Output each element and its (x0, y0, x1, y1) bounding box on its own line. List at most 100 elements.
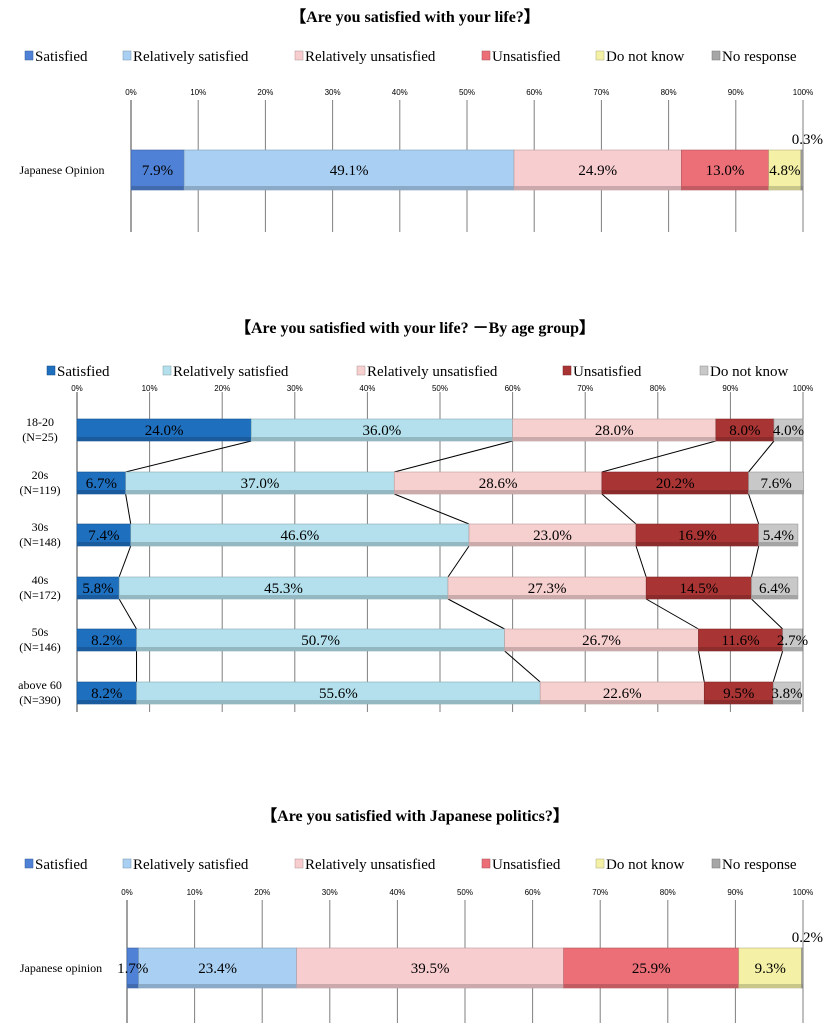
legend-swatch-2 (356, 365, 366, 376)
series-0 (76, 418, 252, 705)
bar (296, 947, 564, 989)
bar-shade (447, 595, 647, 599)
bar-shade (127, 984, 139, 988)
legend-label-3: Unsatisfied (492, 857, 561, 873)
bar-shade (704, 700, 774, 704)
series-line (751, 598, 784, 630)
bar-shade (773, 700, 801, 704)
category-label-n: (N=390) (19, 693, 60, 707)
legend-label-1: Relatively satisfied (173, 364, 289, 380)
data-label: 28.0% (595, 423, 634, 439)
tick-label: 70% (592, 888, 608, 897)
legend-label-5: No response (722, 857, 797, 873)
tick-label: 10% (142, 384, 158, 393)
tick-label: 70% (593, 88, 609, 97)
tick-label: 20% (257, 88, 273, 97)
data-label: 16.9% (678, 528, 717, 544)
legend-label-4: Do not know (606, 857, 685, 873)
bar-shade (136, 647, 505, 651)
bar (513, 149, 682, 191)
legend-swatch-2 (294, 50, 304, 61)
series-5 (800, 149, 804, 191)
bar-shade (77, 542, 131, 546)
legend-label-0: Satisfied (35, 857, 88, 873)
series-line (635, 545, 647, 578)
legend-label-3: Unsatisfied (492, 49, 561, 65)
tick-label: 60% (525, 888, 541, 897)
data-label: 4.0% (773, 423, 804, 439)
tick-label: 0% (125, 88, 137, 97)
data-label: 7.6% (761, 476, 792, 492)
bar-shade (251, 437, 513, 441)
series-line (772, 650, 784, 683)
series-line (697, 650, 705, 683)
bar-shade (77, 437, 252, 441)
series-3 (681, 149, 770, 191)
bar-shade (504, 647, 699, 651)
series-2 (513, 149, 682, 191)
legend-swatch-5 (711, 50, 721, 61)
category-label: above 60 (18, 678, 62, 692)
data-label: 14.5% (679, 581, 718, 597)
data-label: 20.2% (656, 476, 695, 492)
bar-shade (563, 984, 739, 988)
data-label: 22.6% (603, 686, 642, 702)
tick-label: 0% (121, 888, 133, 897)
series-0 (130, 149, 185, 191)
bar-shade (801, 984, 803, 988)
data-label: 23.4% (198, 961, 237, 977)
data-label: 50.7% (301, 633, 340, 649)
bar (801, 947, 804, 989)
legend-label-0: Satisfied (35, 49, 88, 65)
tick-label: 70% (577, 384, 593, 393)
data-label: 0.3% (792, 132, 823, 148)
series-line (601, 493, 637, 525)
legend-swatch-1 (162, 365, 172, 376)
data-label: 45.3% (264, 581, 303, 597)
data-label: 5.8% (82, 581, 113, 597)
tick-label: 80% (660, 888, 676, 897)
data-label: 39.5% (411, 961, 450, 977)
data-label: 8.0% (729, 423, 760, 439)
tick-label: 60% (505, 384, 521, 393)
category-label: 50s (32, 625, 49, 639)
bar-shade (138, 984, 297, 988)
tick-label: 30% (325, 88, 341, 97)
bar (563, 947, 740, 989)
category-label: 18-20 (26, 415, 54, 429)
data-label: 8.2% (91, 633, 122, 649)
tick-label: 100% (793, 88, 813, 97)
x-axis: 0% 10% 20% 30% 40% 50% 60% 70% 80% 90% 100% (71, 384, 813, 712)
data-label: 1.7% (117, 961, 148, 977)
tick-label: 90% (728, 88, 744, 97)
category-label-n: (N=25) (22, 430, 57, 444)
legend-swatch-1 (122, 858, 132, 869)
series-line (750, 545, 760, 578)
legend: Satisfied Relatively satisfied Relatively … (24, 857, 797, 873)
bar-shade (130, 542, 470, 546)
data-label: 11.6% (721, 633, 759, 649)
bar-shade (540, 700, 705, 704)
series-line (447, 545, 470, 578)
data-label: 28.6% (479, 476, 518, 492)
legend-label-2: Relatively unsatisfied (305, 49, 436, 65)
bar-shade (782, 647, 803, 651)
bar-shade (800, 186, 803, 190)
legend-label-3: Unsatisfied (573, 364, 642, 380)
data-labels: 24.0% 6.7% 7.4% 5.8% 8.2% 8.2% 36.0% 37.0% 46.6%… (82, 423, 808, 702)
data-labels: 7.9% 49.1% 24.9% 13.0% 4.8% 0.3% (142, 132, 823, 179)
tick-label: 80% (661, 88, 677, 97)
series-4 (738, 947, 802, 989)
bar-shade (469, 542, 637, 546)
series-1 (183, 149, 515, 191)
bar-shade (77, 700, 137, 704)
tick-label: 10% (187, 888, 203, 897)
category-label: Japanese Opinion (20, 163, 105, 177)
tick-label: 40% (389, 888, 405, 897)
data-label: 26.7% (582, 633, 621, 649)
data-label: 13.0% (706, 163, 745, 179)
bar (681, 149, 770, 191)
tick-label: 40% (392, 88, 408, 97)
bar-shade (748, 490, 804, 494)
bar-shade (77, 595, 120, 599)
